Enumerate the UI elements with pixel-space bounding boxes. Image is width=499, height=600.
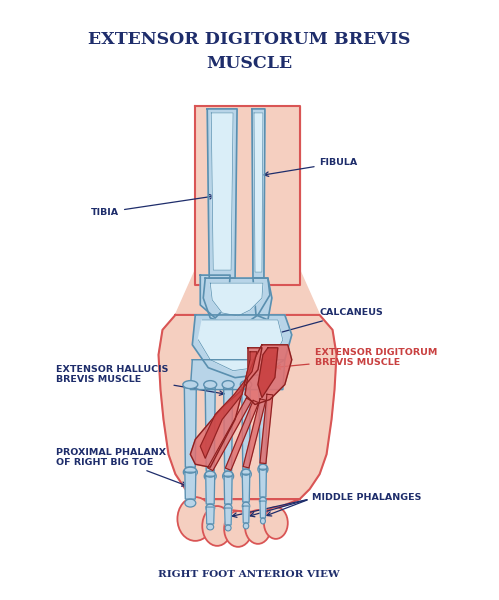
Text: FIBULA: FIBULA [264, 158, 358, 176]
Ellipse shape [242, 469, 250, 475]
Ellipse shape [204, 471, 216, 481]
Ellipse shape [245, 510, 271, 544]
Text: MUSCLE: MUSCLE [206, 55, 292, 71]
Ellipse shape [241, 380, 251, 389]
Ellipse shape [257, 380, 268, 389]
Polygon shape [259, 469, 266, 497]
Polygon shape [245, 345, 292, 404]
Ellipse shape [225, 525, 231, 531]
Polygon shape [254, 113, 263, 272]
Polygon shape [184, 388, 196, 467]
Polygon shape [207, 109, 237, 278]
Polygon shape [226, 400, 258, 470]
Polygon shape [253, 278, 272, 320]
Polygon shape [252, 109, 265, 278]
Ellipse shape [205, 471, 215, 477]
Ellipse shape [224, 471, 233, 477]
Ellipse shape [243, 502, 250, 510]
Ellipse shape [183, 467, 197, 477]
Text: RIGHT FOOT ANTERIOR VIEW: RIGHT FOOT ANTERIOR VIEW [158, 570, 340, 579]
Ellipse shape [184, 467, 196, 473]
Ellipse shape [241, 469, 251, 479]
Polygon shape [176, 270, 319, 315]
Polygon shape [258, 348, 278, 398]
Polygon shape [200, 275, 230, 318]
Text: EXTENSOR DIGITORUM BREVIS: EXTENSOR DIGITORUM BREVIS [88, 31, 410, 48]
Polygon shape [210, 283, 263, 316]
Polygon shape [208, 398, 251, 470]
Ellipse shape [259, 464, 267, 470]
Ellipse shape [206, 504, 215, 512]
Text: MIDDLE PHALANGES: MIDDLE PHALANGES [312, 493, 421, 502]
Ellipse shape [258, 464, 268, 474]
Polygon shape [205, 388, 215, 471]
Ellipse shape [204, 380, 217, 389]
Polygon shape [200, 352, 257, 458]
Ellipse shape [224, 511, 252, 547]
Ellipse shape [183, 380, 198, 389]
Polygon shape [198, 320, 283, 371]
Polygon shape [206, 476, 215, 504]
Polygon shape [243, 474, 250, 502]
Polygon shape [185, 472, 196, 499]
Ellipse shape [244, 523, 249, 529]
Polygon shape [159, 315, 336, 512]
Ellipse shape [207, 524, 214, 530]
Polygon shape [192, 315, 292, 377]
Ellipse shape [223, 471, 234, 481]
Polygon shape [206, 507, 214, 524]
Ellipse shape [259, 497, 266, 505]
Polygon shape [243, 506, 250, 523]
Polygon shape [190, 360, 285, 389]
Text: EXTENSOR HALLUCIS
BREVIS MUSCLE: EXTENSOR HALLUCIS BREVIS MUSCLE [56, 365, 224, 395]
Text: EXTENSOR DIGITORUM
BREVIS MUSCLE: EXTENSOR DIGITORUM BREVIS MUSCLE [276, 348, 437, 369]
Ellipse shape [178, 497, 213, 541]
Text: TIBIA: TIBIA [91, 194, 214, 217]
Text: PROXIMAL PHALANX
OF RIGHT BIG TOE: PROXIMAL PHALANX OF RIGHT BIG TOE [56, 448, 187, 486]
Ellipse shape [202, 506, 232, 546]
Ellipse shape [224, 504, 232, 512]
Polygon shape [225, 508, 232, 525]
Polygon shape [243, 399, 266, 468]
Polygon shape [242, 388, 250, 469]
Ellipse shape [222, 380, 234, 389]
Polygon shape [211, 113, 233, 270]
Ellipse shape [264, 507, 288, 539]
Ellipse shape [260, 518, 265, 524]
Polygon shape [190, 348, 262, 467]
Polygon shape [260, 501, 266, 518]
Polygon shape [260, 394, 273, 464]
Polygon shape [224, 388, 233, 471]
Polygon shape [195, 106, 300, 285]
Ellipse shape [185, 499, 196, 507]
Polygon shape [259, 388, 267, 464]
Polygon shape [224, 476, 232, 504]
Polygon shape [203, 278, 270, 325]
Text: CALCANEUS: CALCANEUS [276, 308, 383, 335]
